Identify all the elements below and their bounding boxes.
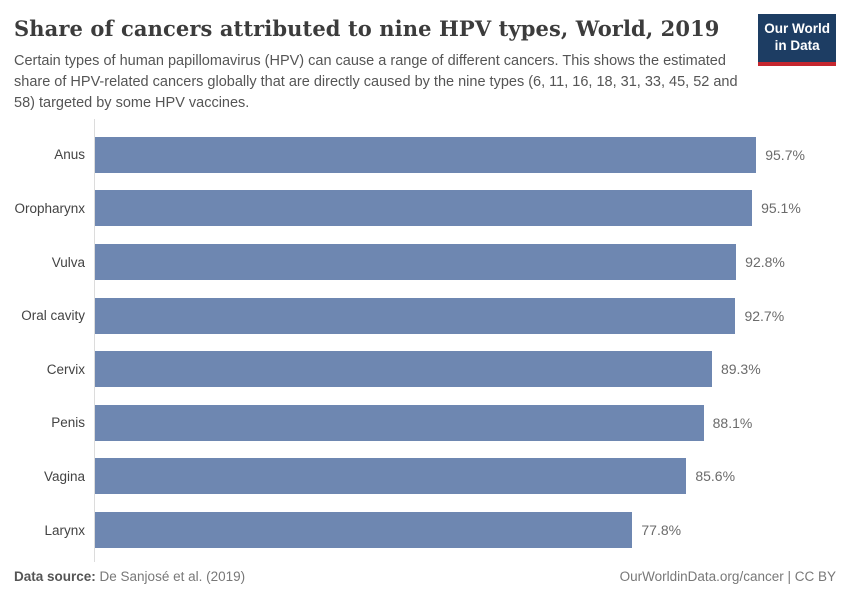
category-label: Cervix	[46, 361, 85, 377]
plot-cell: 95.7%	[94, 136, 836, 173]
footer-right: OurWorldinData.org/cancer | CC BY	[620, 569, 836, 584]
bar-row: Penis 88.1%	[14, 396, 836, 450]
category-label: Oropharynx	[14, 200, 85, 216]
data-source: Data source: De Sanjosé et al. (2019)	[14, 569, 245, 584]
data-source-value: De Sanjosé et al. (2019)	[95, 569, 246, 584]
value-label: 85.6%	[695, 468, 736, 485]
bar[interactable]	[94, 190, 753, 227]
header-text-block: Share of cancers attributed to nine HPV …	[14, 14, 758, 114]
logo-line2: in Data	[774, 37, 820, 53]
value-label: 92.8%	[745, 254, 785, 271]
bar-row: Vagina 85.6%	[14, 450, 836, 504]
plot-cell: 77.8%	[94, 512, 836, 548]
value-label: 89.3%	[720, 361, 761, 378]
value-label: 92.7%	[744, 307, 785, 324]
bar[interactable]	[94, 404, 704, 441]
chart-footer: Data source: De Sanjosé et al. (2019) Ou…	[14, 569, 836, 584]
category-label: Vagina	[43, 468, 85, 484]
owid-link[interactable]: OurWorldinData.org/cancer	[619, 569, 784, 584]
category-label: Larynx	[44, 522, 85, 538]
bar[interactable]	[94, 512, 633, 548]
owid-logo[interactable]: Our World in Data	[758, 14, 836, 66]
value-label: 95.1%	[761, 200, 801, 217]
license-label: CC BY	[794, 569, 836, 584]
plot-cell: 88.1%	[94, 404, 836, 441]
bar-row: Oropharynx 95.1%	[14, 182, 836, 236]
bar[interactable]	[94, 458, 687, 495]
bar[interactable]	[94, 244, 737, 281]
bar-row: Anus 95.7%	[14, 128, 836, 182]
footer-separator: |	[783, 569, 795, 584]
plot-cell: 92.8%	[94, 244, 836, 281]
bar-chart: Anus 95.7% Oropharynx 95.1% Vulva 92.8% Oral c…	[14, 119, 836, 562]
category-label: Penis	[51, 415, 85, 431]
bar-row: Vulva 92.8%	[14, 235, 836, 289]
bar-row: Larynx 77.8%	[14, 503, 836, 557]
chart-subtitle: Certain types of human papillomavirus (H…	[14, 53, 738, 112]
value-label: 88.1%	[712, 414, 753, 431]
bar[interactable]	[94, 297, 736, 334]
value-label: 95.7%	[765, 146, 805, 163]
plot-cell: 89.3%	[94, 351, 836, 388]
category-label: Oral cavity	[21, 308, 85, 324]
category-label: Anus	[54, 147, 85, 163]
bar[interactable]	[94, 136, 757, 173]
value-label: 77.8%	[641, 522, 682, 538]
plot-cell: 85.6%	[94, 458, 836, 495]
plot-cell: 95.1%	[94, 190, 836, 227]
page-title: Share of cancers attributed to nine HPV …	[14, 16, 720, 41]
plot-cell: 92.7%	[94, 297, 836, 334]
chart-header: Share of cancers attributed to nine HPV …	[14, 14, 836, 114]
logo-line1: Our World	[764, 21, 830, 36]
data-source-label: Data source:	[14, 569, 96, 584]
bar[interactable]	[94, 351, 712, 388]
bar-row: Cervix 89.3%	[14, 342, 836, 396]
bar-row: Oral cavity 92.7%	[14, 289, 836, 343]
bar-rows: Anus 95.7% Oropharynx 95.1% Vulva 92.8% Oral c…	[14, 128, 836, 557]
category-label: Vulva	[51, 254, 85, 270]
